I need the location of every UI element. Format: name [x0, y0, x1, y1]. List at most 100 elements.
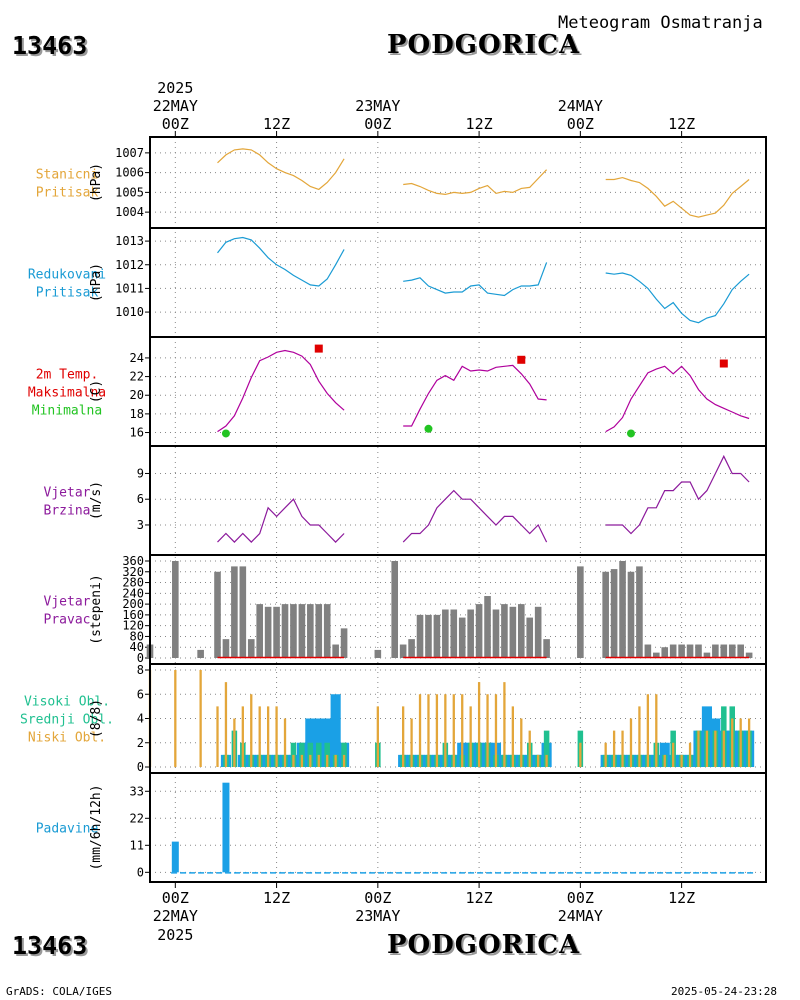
wind-dir-bar [661, 647, 669, 658]
cloud-low-bar [402, 706, 405, 767]
panel-frame-station_pressure [149, 136, 767, 229]
y-tick-label-wind_direction: 0 [137, 651, 144, 665]
cloud-low-bar [612, 730, 616, 767]
wind-dir-bar [695, 644, 702, 658]
cloud-low-bar [680, 754, 683, 767]
y-tick-label-temperature: 22 [130, 370, 144, 384]
y-tick-label-wind_direction: 80 [130, 629, 144, 643]
time-label-top: 00Z [364, 115, 391, 133]
precip-bar [222, 782, 230, 873]
wind-dir-bar [678, 644, 685, 658]
y-tick-label-station_pressure: 1004 [115, 205, 144, 219]
cloud-low-bar [461, 694, 464, 767]
cloud-low-bar [376, 706, 379, 767]
panel-title-wind_speed: Brzina [44, 504, 91, 519]
wind-dir-bar [433, 614, 441, 658]
cloud-low-bar [579, 742, 582, 767]
cloud-low-bar [309, 754, 312, 767]
y-tick-label-wind_speed: 6 [137, 492, 144, 506]
line-series-temperature [605, 365, 750, 433]
y-tick-label-wind_speed: 9 [137, 466, 144, 480]
y-axis-label-precipitation: (mm/6h/12h) [89, 784, 104, 870]
cloud-low-bar [722, 730, 725, 767]
cloud-low-bar [300, 754, 304, 767]
wind-dir-bar [458, 617, 466, 658]
y-tick-label-temperature: 20 [130, 388, 144, 402]
footer-timestamp: 2025-05-24-23:28 [671, 985, 777, 998]
time-label-top: 12Z [263, 115, 290, 133]
wind-dir-bar [273, 606, 280, 658]
wind-dir-bar [399, 644, 407, 658]
wind-dir-bar [577, 566, 584, 658]
y-tick-label-wind_direction: 160 [122, 608, 144, 622]
time-label-top: 12Z [668, 115, 695, 133]
y-tick-label-wind_speed: 3 [137, 518, 144, 532]
cloud-low-bar [283, 718, 287, 767]
cloud-low-bar [739, 718, 742, 767]
wind-dir-bar [298, 604, 306, 658]
cloud-low-bar [258, 706, 261, 767]
cloud-low-bar [452, 694, 455, 767]
min-temp-marker [626, 429, 635, 438]
wind-dir-bar [256, 604, 263, 658]
cloud-low-bar [731, 718, 734, 767]
y-tick-label-wind_direction: 320 [122, 565, 144, 579]
station-id-top: 13463 [12, 31, 88, 60]
cloud-low-bar [199, 670, 202, 767]
cloud-low-bar [326, 754, 329, 767]
cloud-low-bar [655, 694, 658, 767]
wind-dir-bar [619, 561, 626, 658]
panel-title-temperature: 2m Temp. [36, 368, 99, 383]
date-label-bottom: 24MAY [558, 907, 603, 925]
cloud-low-bar [266, 706, 270, 767]
panel-title-reduced_pressure: Redukovani [28, 268, 106, 283]
cloud-low-bar [477, 682, 481, 767]
y-tick-label-reduced_pressure: 1010 [115, 305, 144, 319]
panel-frame-reduced_pressure [149, 227, 767, 338]
cloud-low-bar [537, 754, 540, 767]
y-tick-label-wind_direction: 40 [130, 640, 144, 654]
y-axis-label-station_pressure: (hPa) [89, 163, 104, 202]
y-tick-label-cloud_cover: 0 [137, 760, 144, 774]
wind-dir-bar [720, 644, 728, 658]
cloud-low-bar [241, 706, 244, 767]
cloud-low-bar [418, 694, 422, 767]
y-axis-label-cloud_cover: (8/8) [89, 699, 104, 738]
wind-dir-bar [332, 644, 339, 658]
date-label-bottom: 23MAY [355, 907, 400, 925]
panel-title-wind_direction: Vjetar [44, 595, 91, 610]
cloud-low-bar [250, 694, 253, 767]
cloud-high-bar [330, 694, 341, 767]
cloud-low-bar [604, 742, 607, 767]
wind-dir-bar [442, 609, 449, 658]
y-tick-label-cloud_cover: 8 [137, 663, 144, 677]
min-temp-marker [424, 424, 433, 433]
panel-frame-temperature [149, 336, 767, 447]
wind-dir-bar [712, 644, 719, 658]
cloud-low-bar [747, 718, 751, 767]
cloud-low-bar [275, 706, 278, 767]
cloud-low-bar [629, 718, 633, 767]
wind-dir-bar [197, 649, 204, 658]
y-tick-label-temperature: 18 [130, 407, 144, 421]
wind-dir-bar [391, 561, 399, 658]
cloud-low-bar [486, 694, 489, 767]
line-series-reduced_pressure [217, 236, 345, 287]
wind-dir-bar [484, 596, 491, 658]
wind-dir-bar [669, 644, 677, 658]
max-temp-marker [314, 344, 323, 353]
wind-dir-bar [644, 644, 652, 658]
wind-dir-bar [728, 644, 736, 658]
date-label-top: 23MAY [355, 97, 400, 115]
time-label-bottom: 12Z [466, 889, 493, 907]
cloud-low-bar [216, 706, 219, 767]
wind-dir-bar [281, 604, 289, 658]
wind-dir-bar [172, 561, 179, 658]
time-label-top: 00Z [162, 115, 189, 133]
date-label-bottom: 22MAY [153, 907, 198, 925]
cloud-low-bar [545, 754, 548, 767]
wind-dir-bar [450, 609, 458, 658]
y-axis-label-wind_speed: (m/s) [89, 481, 104, 520]
